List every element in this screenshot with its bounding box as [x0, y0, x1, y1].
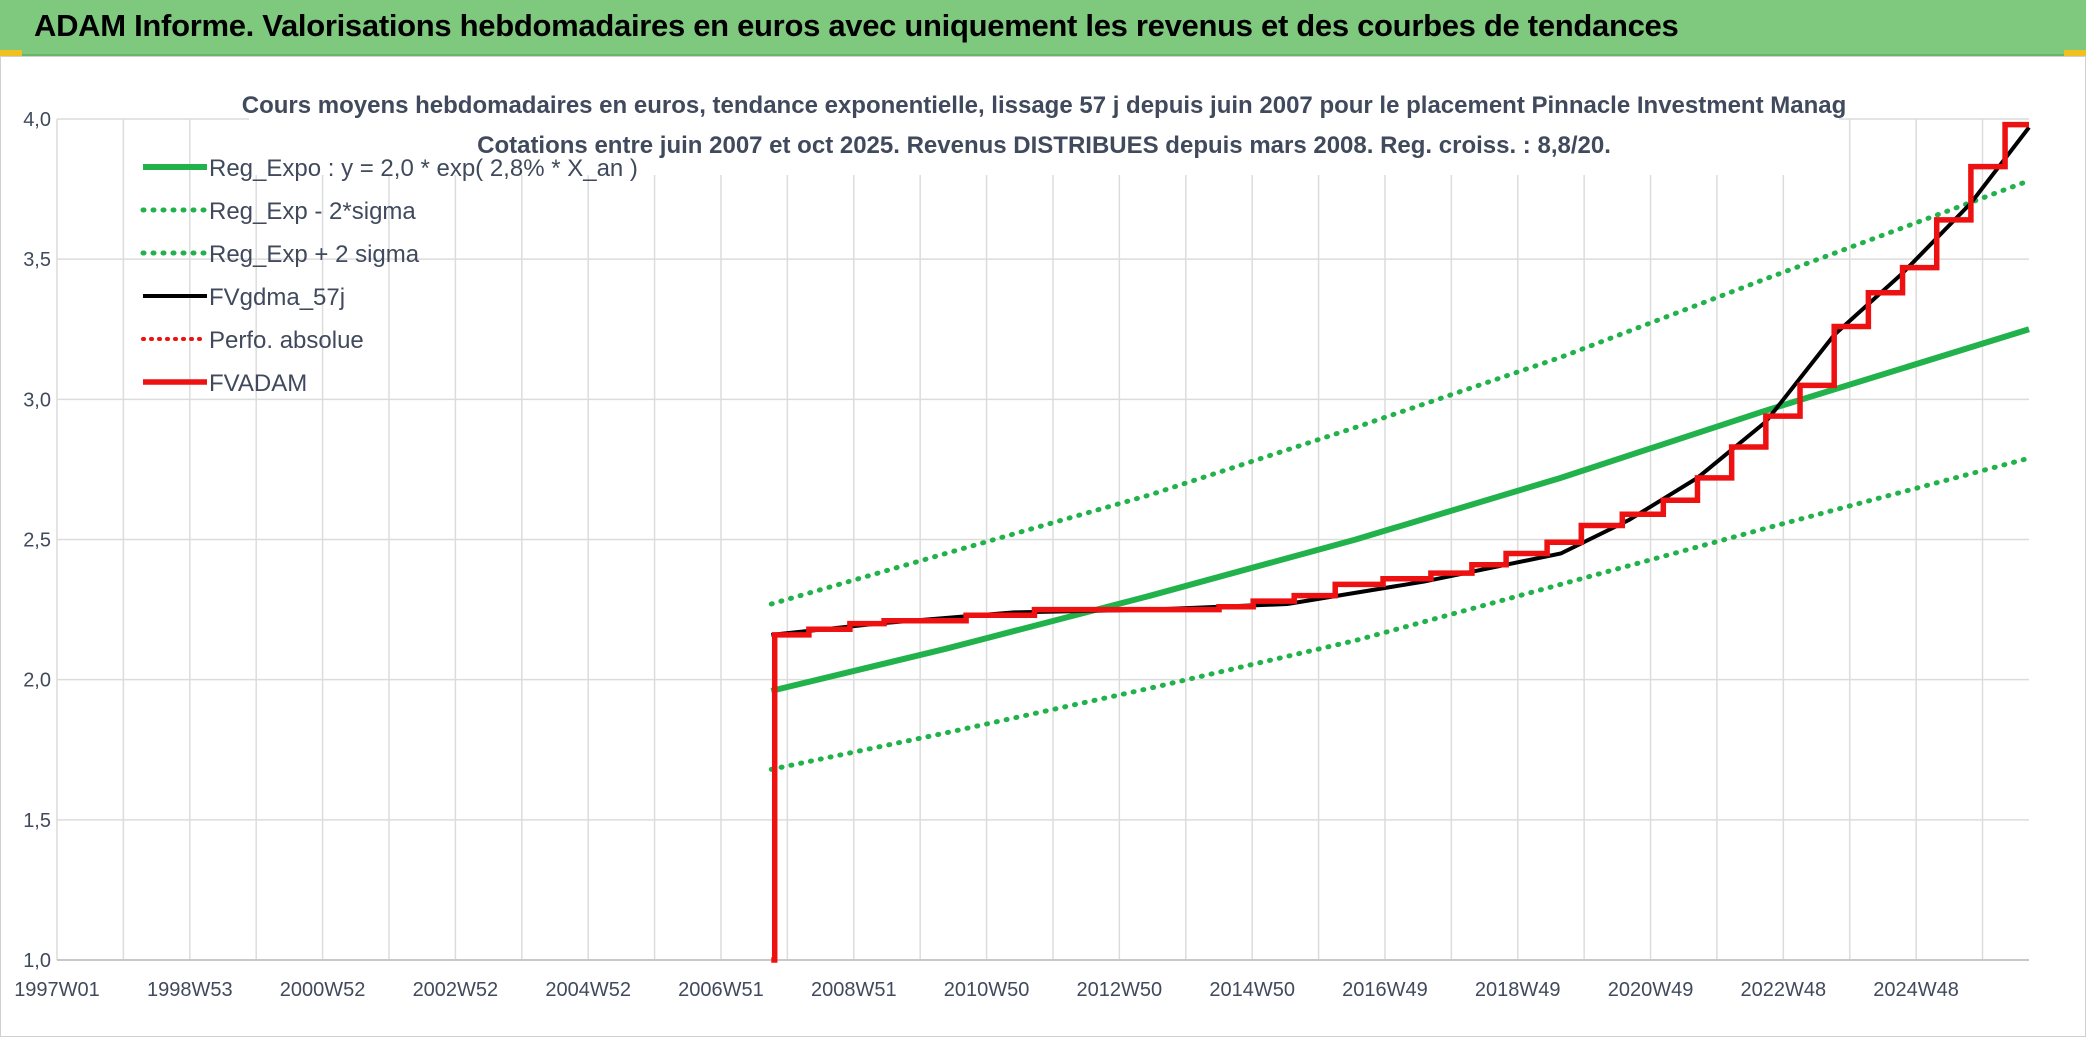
y-tick-label: 1,0	[23, 950, 51, 972]
legend-label: FVADAM	[209, 370, 307, 397]
y-tick-label: 4,0	[23, 109, 51, 131]
x-tick-label: 1998W53	[147, 979, 233, 1001]
chart-svg: 1,0 1,5 2,0 2,5 3,0 3,5 4,0 1997W01 1998W53 2000W…	[14, 85, 2032, 1001]
series-line-reg-expo-y-2-0-exp-2-8-x-an	[770, 326, 2030, 694]
y-tick-label: 3,5	[23, 249, 51, 271]
series-line-reg-exp-2-sigma	[768, 455, 2032, 772]
chart-title: Cours moyens hebdomadaires en euros, ten…	[242, 92, 1847, 119]
legend-label: Reg_Exp - 2*sigma	[209, 198, 416, 225]
corner-accent-right	[2064, 50, 2086, 56]
x-tick-label: 2006W51	[678, 979, 764, 1001]
x-tick-label: 2024W48	[1873, 979, 1959, 1001]
report-title: ADAM Informe. Valorisations hebdomadaire…	[34, 8, 1679, 43]
x-tick-label: 2010W50	[944, 979, 1030, 1001]
x-tick-label: 2016W49	[1342, 979, 1428, 1001]
x-tick-label: 2020W49	[1608, 979, 1694, 1001]
title-backdrop	[249, 85, 1839, 175]
legend-label: Reg_Expo : y = 2,0 * exp( 2,8% * X_an )	[209, 155, 638, 182]
x-tick-label: 2008W51	[811, 979, 897, 1001]
x-tick-label: 2002W52	[413, 979, 499, 1001]
x-tick-label: 2012W50	[1077, 979, 1163, 1001]
legend-label: Perfo. absolue	[209, 327, 364, 354]
series-layer	[768, 121, 2032, 963]
y-tick-label: 3,0	[23, 389, 51, 411]
x-tick-label: 2004W52	[545, 979, 631, 1001]
x-tick-label: 2018W49	[1475, 979, 1561, 1001]
title-banner: ADAM Informe. Valorisations hebdomadaire…	[0, 0, 2086, 56]
x-tick-label: 2022W48	[1741, 979, 1827, 1001]
axis-layer: 1,0 1,5 2,0 2,5 3,0 3,5 4,0 1997W01 1998W53 2000W…	[14, 109, 2029, 1001]
series-line-fvgdma-57j	[771, 126, 2031, 637]
y-tick-label: 2,0	[23, 670, 51, 692]
y-tick-label: 1,5	[23, 810, 51, 832]
x-tick-label: 2014W50	[1209, 979, 1295, 1001]
corner-accent-left	[0, 50, 22, 56]
y-tick-label: 2,5	[23, 530, 51, 552]
chart-area: 1,0 1,5 2,0 2,5 3,0 3,5 4,0 1997W01 1998W53 2000W…	[0, 56, 2086, 1037]
series-line-fvadam	[771, 121, 2029, 963]
x-tick-label: 1997W01	[14, 979, 100, 1001]
legend-label: Reg_Exp + 2 sigma	[209, 241, 420, 268]
series-line-reg-exp-2-sigma	[768, 178, 2032, 607]
legend-label: FVgdma_57j	[209, 284, 345, 311]
x-tick-label: 2000W52	[280, 979, 366, 1001]
legend: Reg_Expo : y = 2,0 * exp( 2,8% * X_an ) R…	[140, 155, 638, 397]
chart-subtitle: Cotations entre juin 2007 et oct 2025. R…	[477, 132, 1611, 159]
